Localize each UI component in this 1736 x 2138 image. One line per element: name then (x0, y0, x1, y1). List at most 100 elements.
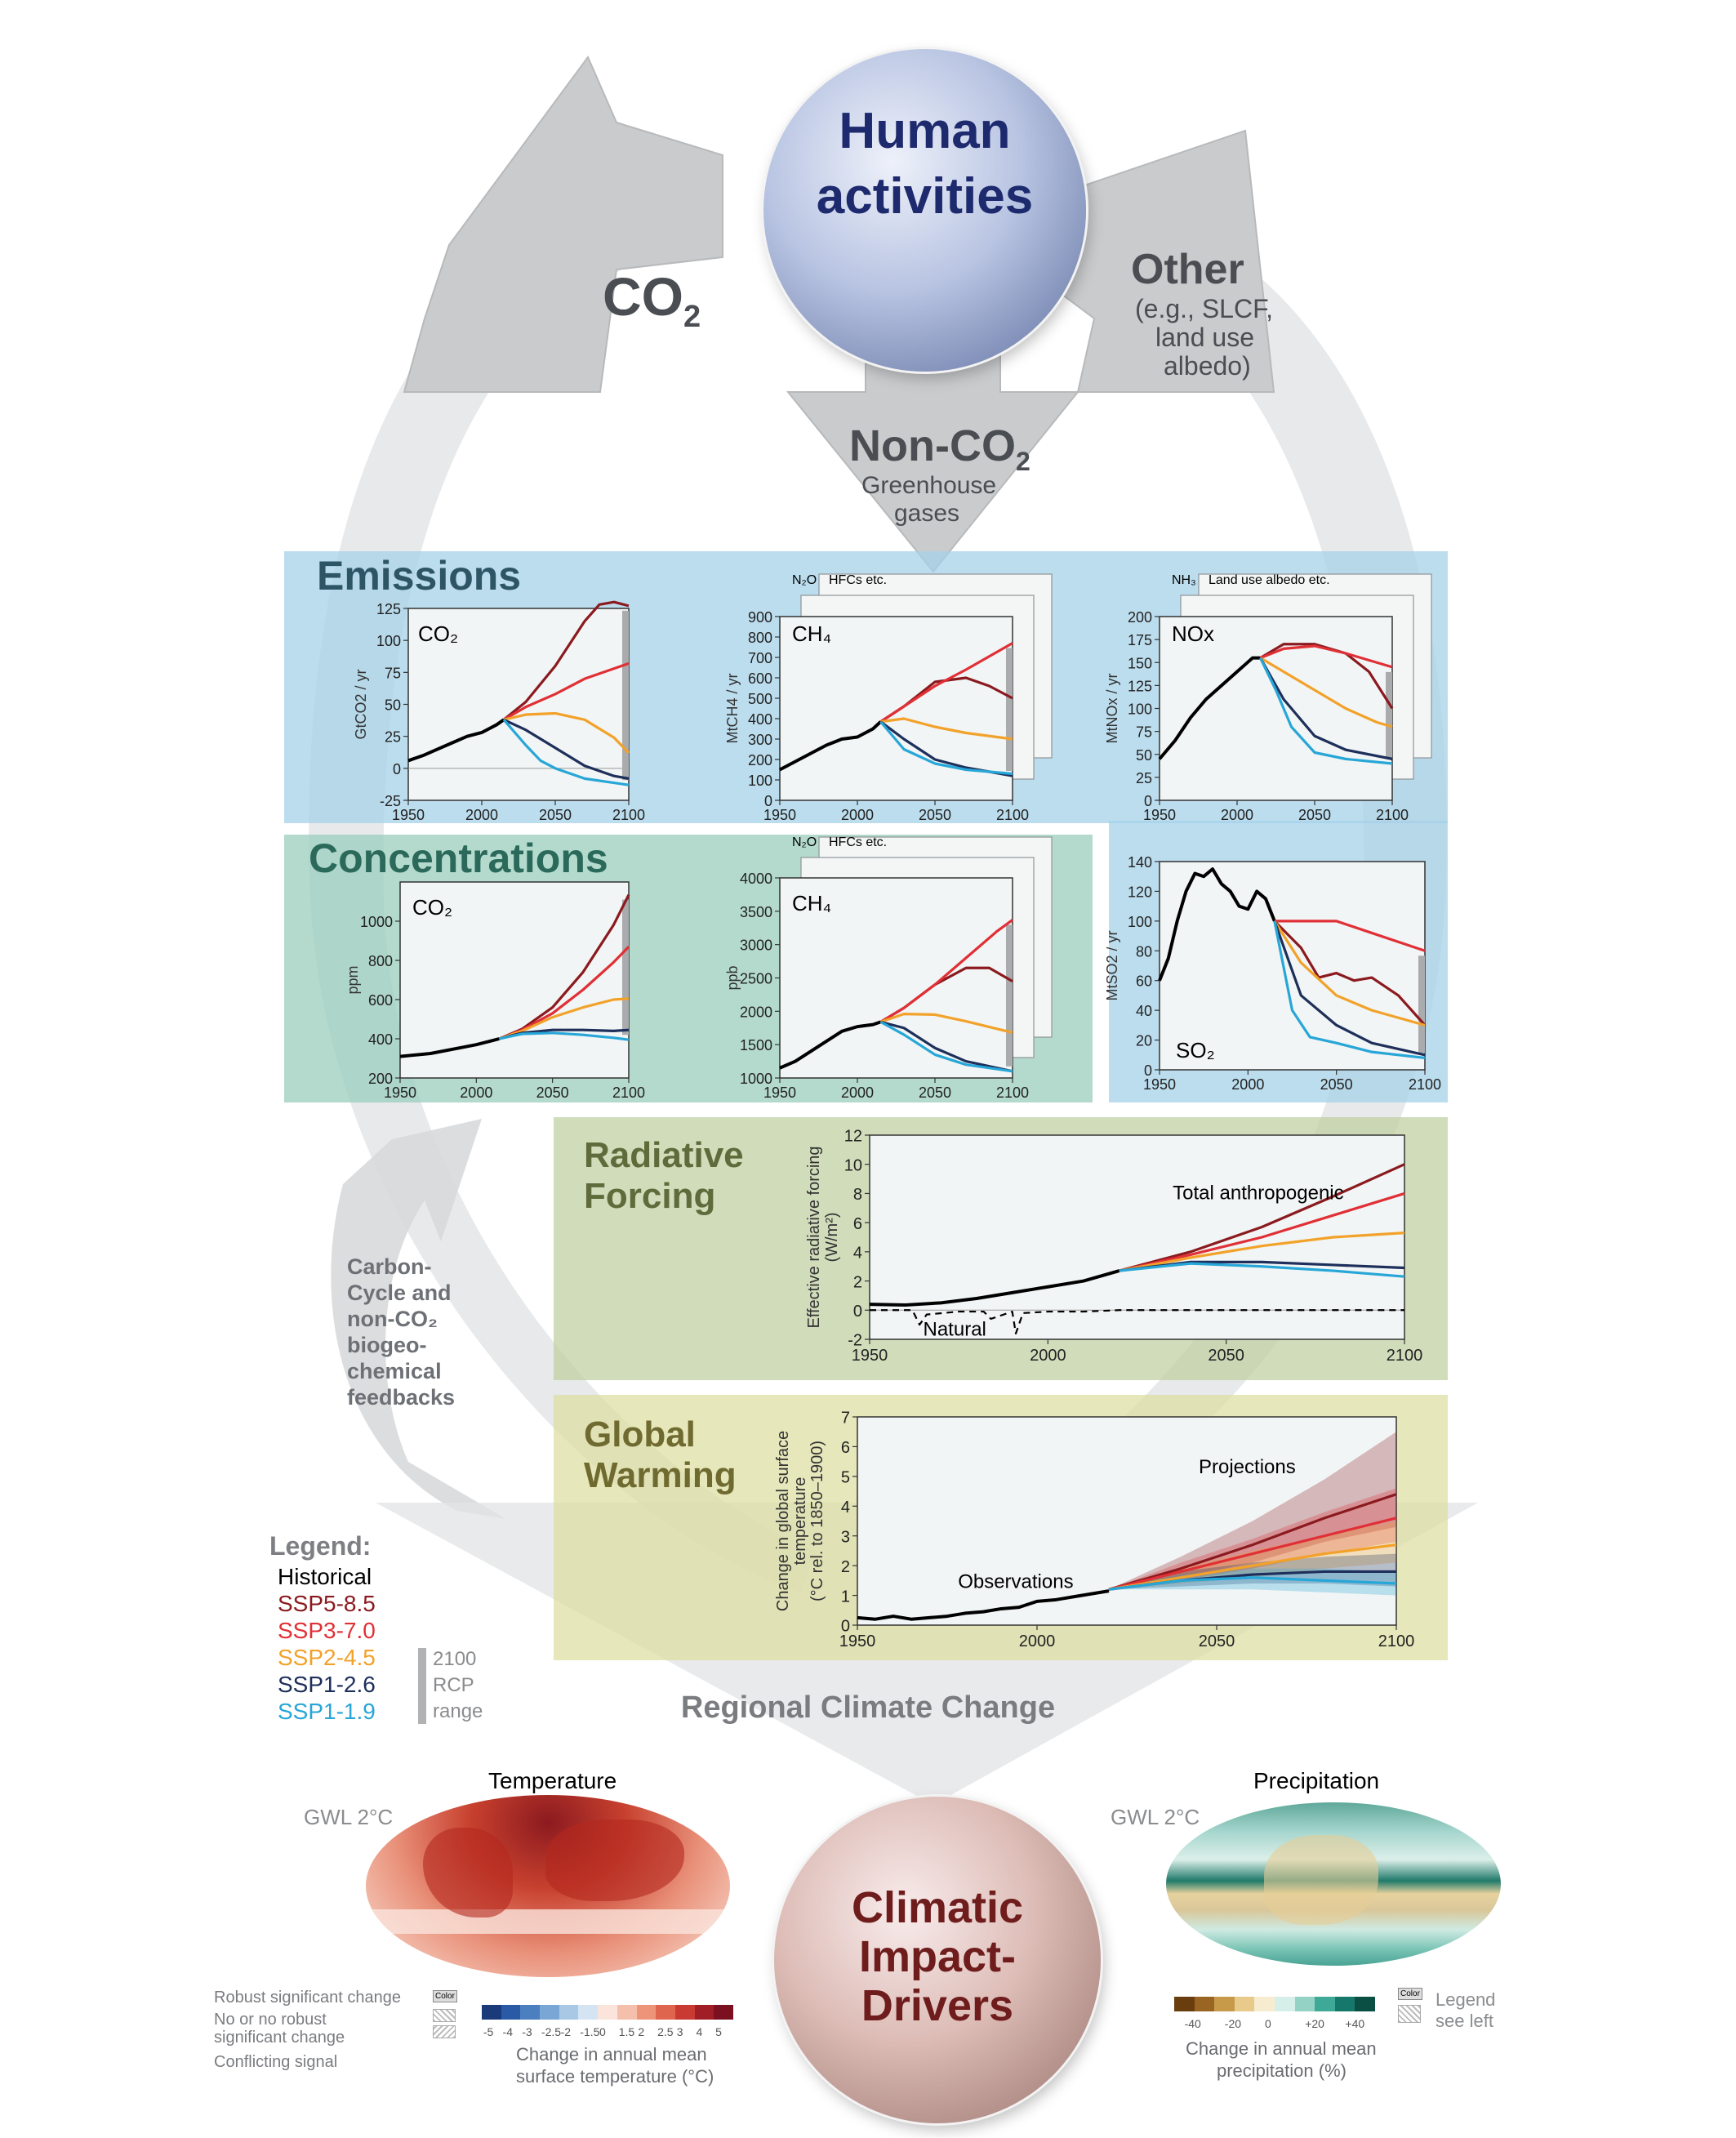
series-historical (1158, 656, 1261, 760)
precip-colorbar-cell (1174, 1997, 1195, 2011)
y-tick-label: 75 (1136, 724, 1152, 741)
y-tick-label: 3000 (740, 938, 772, 954)
x-tick-label: 1950 (1143, 807, 1176, 823)
x-tick-label: 2000 (841, 1085, 874, 1101)
series-ssp245 (1108, 1543, 1397, 1591)
x-tick-label: 2100 (1376, 807, 1409, 823)
feedback-line-2: Cycle and (347, 1281, 452, 1305)
y-tick-label: 25 (385, 729, 401, 746)
y-tick-label: 300 (748, 732, 772, 748)
temp-colorbar-cell (674, 2005, 695, 2020)
precip-caption-2: precipitation (%) (1217, 2060, 1347, 2081)
y-tick-label: 2 (841, 1558, 850, 1576)
feedback-label: Carbon- Cycle and non-CO₂ biogeo- chemic… (347, 1254, 455, 1410)
temp-colorbar-cell (559, 2005, 579, 2020)
feedback-line-3: non-CO₂ (347, 1307, 438, 1331)
series-historical (869, 1269, 1120, 1307)
series-ssp370 (1119, 1191, 1405, 1272)
series-ssp126 (880, 1020, 1013, 1073)
back-panel-label: NH₃ (1172, 573, 1196, 587)
series-ssp119 (1108, 1576, 1397, 1591)
precip-map-land (1264, 1835, 1378, 1925)
series-ssp370 (879, 642, 1013, 724)
y-tick-label: 40 (1136, 1003, 1152, 1019)
globe-title-line-2: activities (816, 168, 1034, 225)
temp-tick-label: -4 (502, 2025, 513, 2038)
x-tick-label: 2000 (465, 807, 498, 823)
precip-colorbar-cell (1194, 1997, 1215, 2011)
y-tick-label: 200 (368, 1071, 393, 1087)
y-tick-label: 0 (764, 793, 772, 809)
legend-ssp245: SSP2-4.5 (278, 1645, 376, 1670)
series-ssp119 (879, 1020, 1013, 1073)
legend-title: Legend: (269, 1531, 372, 1561)
y-tick-label: 0 (393, 761, 401, 777)
y-tick-label: 50 (1136, 747, 1152, 764)
y-tick-label: -2 (848, 1332, 862, 1350)
y-tick-label: 3500 (740, 904, 772, 920)
y-tick-label: 100 (748, 773, 772, 789)
y-tick-label: 7 (841, 1410, 850, 1428)
series-ssp119 (1119, 1262, 1405, 1278)
x-tick-label: 1950 (763, 807, 796, 823)
chart-label: NOx (1172, 621, 1214, 646)
temp-colorbar-cell (617, 2005, 637, 2020)
precip-hatch-box (1398, 2005, 1421, 2023)
plot-area (869, 1134, 1405, 1340)
series-ssp245 (503, 711, 630, 755)
other-note-1: (e.g., SLCF, (1135, 294, 1273, 323)
concentrations-title: Concentrations (309, 835, 608, 881)
series-historical (779, 720, 882, 772)
temp-colorbar-ticks: -5 -4 -3 -2.5 -2 -1.5 0 1.5 2 2.5 3 4 5 (482, 2025, 733, 2040)
series-ssp585 (1273, 920, 1427, 1027)
y-tick-label: 800 (368, 953, 393, 969)
x-tick-label: 2100 (612, 807, 645, 823)
y-tick-label: 5 (841, 1469, 850, 1487)
y-tick-label: 1500 (740, 1037, 772, 1053)
series-ssp370 (1274, 920, 1426, 952)
impact-drivers-globe (774, 1797, 1101, 2123)
rcp-range-bar (1006, 648, 1013, 771)
x-tick-label: 2050 (919, 807, 951, 823)
temp-tick-label: 4 (696, 2025, 703, 2038)
precip-colorbar-cell (1214, 1997, 1235, 2011)
precip-colorbar-cell (1334, 1997, 1355, 2011)
y-axis-label-2: temperature (791, 1477, 809, 1566)
y-tick-label: 75 (385, 665, 401, 681)
precip-colorbar-cell (1234, 1997, 1255, 2011)
y-tick-label: 2000 (740, 1004, 772, 1020)
series-historical (407, 718, 505, 763)
temp-tick-label: 2 (638, 2025, 645, 2038)
y-tick-label: 100 (376, 633, 401, 649)
temp-note-conflicting: Conflicting signal (214, 2053, 338, 2071)
chart-label: CH₄ (792, 891, 831, 915)
series-ssp245 (880, 717, 1013, 741)
series-observations (857, 1589, 1110, 1621)
series-ssp126 (503, 718, 630, 780)
temp-colorbar-cell (714, 2005, 733, 2020)
temp-colorbar-cell (578, 2005, 599, 2020)
y-tick-label: 6 (853, 1215, 862, 1233)
co2-arrow-label: CO2 (603, 265, 701, 335)
nonco2-arrow-label: Non-CO2 (849, 421, 1030, 477)
temp-colorbar-cell (520, 2005, 541, 2020)
precip-tick-label: -20 (1224, 2017, 1242, 2030)
x-tick-label: 1950 (852, 1347, 888, 1365)
x-tick-label: 2000 (1231, 1076, 1264, 1093)
annotation-projections: Projections (1199, 1456, 1296, 1478)
temperature-map-land (423, 1828, 513, 1918)
x-tick-label: 2100 (996, 1085, 1029, 1101)
precip-legend-note-1: Legend (1436, 1989, 1496, 2010)
feedback-line-6: feedbacks (347, 1385, 456, 1410)
y-tick-label: 2500 (740, 971, 772, 987)
chart-emissions-co2: -25 0 25 50 75 100 125 1950 2000 2050 2100 GtCO2 / … (353, 600, 645, 823)
y-tick-label: 200 (748, 752, 772, 768)
y-tick-label: 8 (853, 1186, 862, 1204)
chart-emissions-nox: NH₃ Land use albedo etc. 0 25 50 75 100 125 150 1… (1104, 573, 1432, 823)
y-tick-label: 0 (841, 1618, 850, 1636)
chart-emissions-so2: 0 20 40 60 80 100 120 140 1950 2000 2050 2100 MtSO2 … (1106, 854, 1441, 1093)
global-warming-title-1: Global (584, 1414, 696, 1454)
temp-tick-label: -3 (522, 2025, 532, 2038)
temp-note-norobust-1: No or no robust (214, 2011, 327, 2029)
x-tick-label: 1950 (392, 807, 425, 823)
